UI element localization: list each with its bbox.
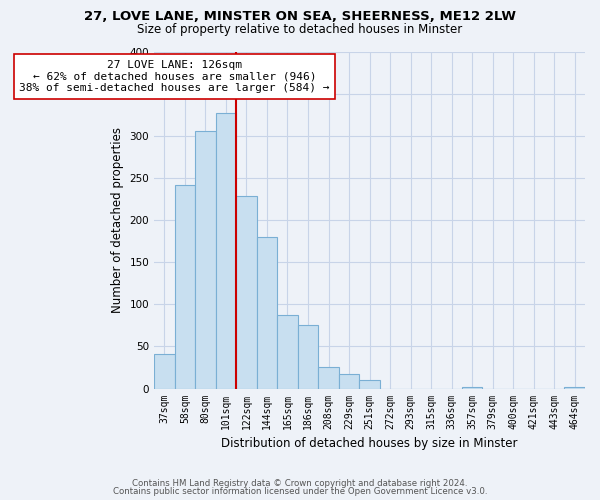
Text: 27 LOVE LANE: 126sqm
← 62% of detached houses are smaller (946)
38% of semi-deta: 27 LOVE LANE: 126sqm ← 62% of detached h… <box>19 60 330 93</box>
Bar <box>298 326 318 388</box>
Bar <box>565 387 585 388</box>
Bar <box>462 387 482 388</box>
Bar <box>195 130 215 388</box>
Bar <box>175 186 195 388</box>
Bar <box>359 380 380 388</box>
Bar <box>318 368 339 388</box>
Bar <box>154 354 175 388</box>
Text: 27, LOVE LANE, MINSTER ON SEA, SHEERNESS, ME12 2LW: 27, LOVE LANE, MINSTER ON SEA, SHEERNESS… <box>84 10 516 23</box>
Bar <box>257 237 277 388</box>
Text: Size of property relative to detached houses in Minster: Size of property relative to detached ho… <box>137 22 463 36</box>
Bar <box>339 374 359 388</box>
Bar <box>215 113 236 388</box>
Text: Contains HM Land Registry data © Crown copyright and database right 2024.: Contains HM Land Registry data © Crown c… <box>132 478 468 488</box>
Text: Contains public sector information licensed under the Open Government Licence v3: Contains public sector information licen… <box>113 487 487 496</box>
Bar <box>277 315 298 388</box>
Bar <box>236 196 257 388</box>
Y-axis label: Number of detached properties: Number of detached properties <box>111 127 124 313</box>
X-axis label: Distribution of detached houses by size in Minster: Distribution of detached houses by size … <box>221 437 518 450</box>
